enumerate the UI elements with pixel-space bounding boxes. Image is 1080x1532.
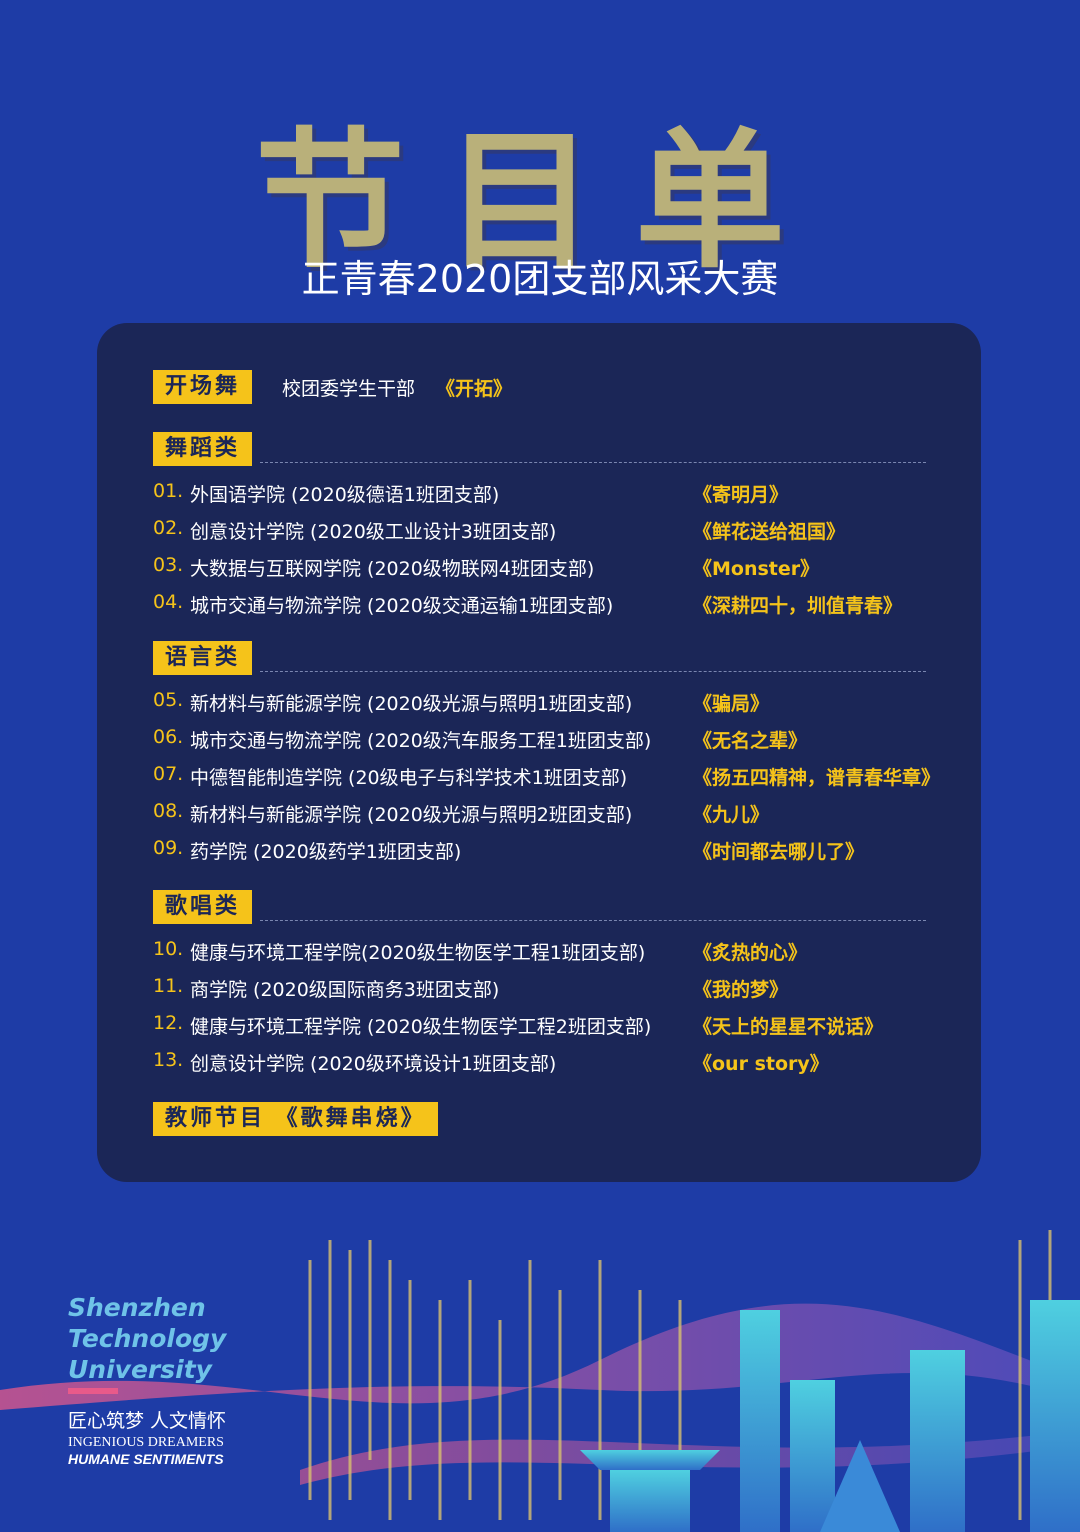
item-number: 04.: [153, 591, 184, 613]
item-number: 09.: [153, 837, 184, 859]
item-work: 《寄明月》: [693, 484, 789, 506]
item-work: 《九儿》: [693, 804, 770, 826]
item-number: 12.: [153, 1012, 184, 1034]
opening-performer: 校团委学生干部: [282, 378, 416, 400]
dotted-rule: [260, 920, 926, 921]
logo-name-line: University: [68, 1355, 212, 1384]
item-performer: 创意设计学院 (2020级环境设计1班团支部): [190, 1053, 557, 1075]
item-number: 03.: [153, 554, 184, 576]
item-work: 《深耕四十，圳值青春》: [693, 595, 903, 617]
item-number: 13.: [153, 1049, 184, 1071]
item-work: 《炙热的心》: [693, 942, 808, 964]
item-number: 05.: [153, 689, 184, 711]
dotted-rule: [260, 462, 926, 463]
item-work: 《鲜花送给祖国》: [693, 521, 846, 543]
item-number: 10.: [153, 938, 184, 960]
logo-name: Shenzhen Technology University: [68, 1292, 226, 1385]
item-performer: 商学院 (2020级国际商务3班团支部): [190, 979, 500, 1001]
item-work: 《our story》: [693, 1053, 829, 1075]
item-number: 02.: [153, 517, 184, 539]
opening-work: 《开拓》: [436, 378, 513, 400]
item-performer: 创意设计学院 (2020级工业设计3班团支部): [190, 521, 557, 543]
item-work: 《天上的星星不说话》: [693, 1016, 884, 1038]
motto-en: INGENIOUS DREAMERS HUMANE SENTIMENTS: [68, 1434, 224, 1468]
item-performer: 健康与环境工程学院(2020级生物医学工程1班团支部): [190, 942, 646, 964]
opening-tag: 开场舞: [153, 370, 253, 404]
item-number: 07.: [153, 763, 184, 785]
logo-name-line: Technology: [68, 1324, 227, 1353]
item-performer: 中德智能制造学院 (20级电子与科学技术1班团支部): [190, 767, 628, 789]
motto-cn: 匠心筑梦 人文情怀: [68, 1410, 227, 1432]
item-work: 《扬五四精神，谱青春华章》: [693, 767, 941, 789]
item-work: 《时间都去哪儿了》: [693, 841, 865, 863]
item-performer: 新材料与新能源学院 (2020级光源与照明1班团支部): [190, 693, 633, 715]
section-tag: 舞蹈类: [153, 432, 253, 466]
teacher-tag: 教师节目 《歌舞串烧》: [153, 1102, 438, 1136]
item-number: 01.: [153, 480, 184, 502]
item-work: 《骗局》: [693, 693, 770, 715]
motto-en-line: INGENIOUS DREAMERS: [68, 1435, 224, 1450]
item-performer: 药学院 (2020级药学1班团支部): [190, 841, 462, 863]
item-performer: 大数据与互联网学院 (2020级物联网4班团支部): [190, 558, 595, 580]
section-tag: 歌唱类: [153, 890, 253, 924]
item-number: 08.: [153, 800, 184, 822]
subtitle: 正青春2020团支部风采大赛: [301, 257, 779, 301]
item-performer: 健康与环境工程学院 (2020级生物医学工程2班团支部): [190, 1016, 652, 1038]
item-number: 11.: [153, 975, 184, 997]
dotted-rule: [260, 671, 926, 672]
program-panel: [97, 323, 981, 1182]
motto-en-line: HUMANE SENTIMENTS: [68, 1451, 224, 1467]
item-performer: 城市交通与物流学院 (2020级汽车服务工程1班团支部): [190, 730, 652, 752]
logo-name-line: Shenzhen: [68, 1293, 206, 1322]
item-performer: 城市交通与物流学院 (2020级交通运输1班团支部): [190, 595, 614, 617]
item-performer: 新材料与新能源学院 (2020级光源与照明2班团支部): [190, 804, 633, 826]
section-tag: 语言类: [153, 641, 253, 675]
title: 节目单: [254, 113, 825, 289]
skyline-decoration: [0, 1230, 1080, 1532]
item-work: 《Monster》: [693, 558, 820, 580]
item-performer: 外国语学院 (2020级德语1班团支部): [190, 484, 500, 506]
item-number: 06.: [153, 726, 184, 748]
item-work: 《无名之辈》: [693, 730, 808, 752]
item-work: 《我的梦》: [693, 979, 789, 1001]
